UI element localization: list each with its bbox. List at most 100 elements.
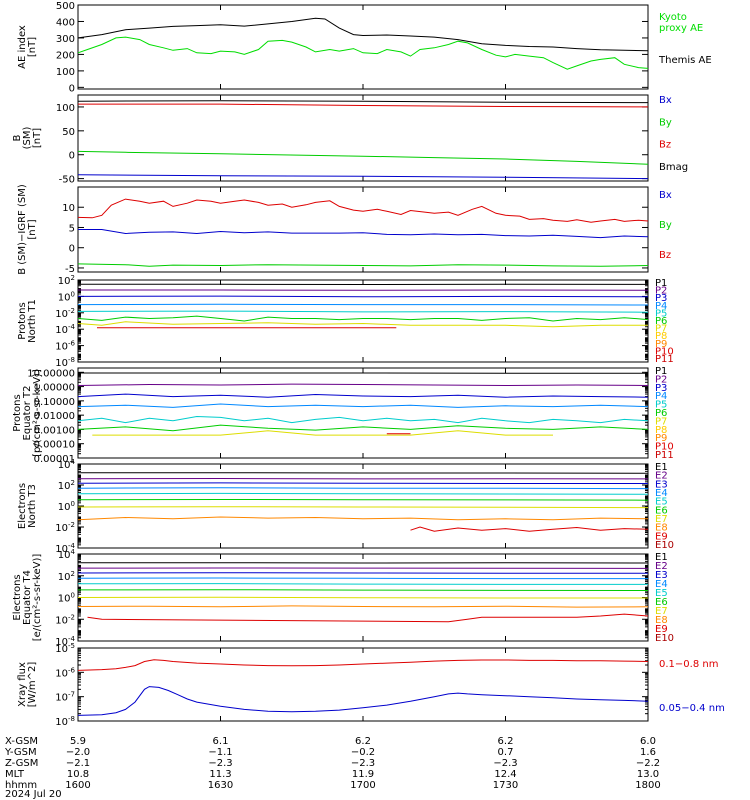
legend-entry: E3: [655, 570, 668, 581]
panel-frame: [77, 367, 649, 459]
ytick-label: 10-2: [55, 307, 75, 320]
y-axis-label: [W/m^2]: [27, 662, 38, 708]
ytick-label: 0.00001: [34, 454, 75, 465]
legend-entry: P2: [655, 374, 667, 385]
ytick-label: 10-6: [55, 340, 75, 353]
legend-entry: P10: [655, 346, 674, 357]
x-row-value: −2.1: [66, 758, 90, 769]
legend-entry: E5: [655, 588, 668, 599]
ytick-label: 100: [58, 290, 75, 303]
y-axis-label: [nT]: [32, 128, 43, 148]
legend-entry: E10: [655, 633, 674, 644]
y-axis-label: Equator T2: [22, 386, 33, 441]
series-line-e3: [77, 482, 648, 484]
ytick-label: 10-2: [55, 521, 75, 534]
ytick-label: 1.00000: [34, 383, 75, 394]
ytick-label: 10-8: [55, 356, 75, 369]
legend-entry: P9: [655, 433, 667, 444]
x-row-value: 1730: [493, 780, 518, 791]
legend-entry: E7: [655, 514, 668, 525]
legend-entry: P11: [655, 354, 674, 365]
legend-entry: P4: [655, 391, 667, 402]
series-line-e5: [77, 583, 648, 585]
series-line-p4: [77, 403, 649, 408]
legend-entry: P5: [655, 400, 667, 411]
x-row-value: 12.4: [494, 769, 516, 780]
y-axis-label: North T3: [27, 484, 38, 528]
legend-entry: E4: [655, 488, 668, 499]
legend-entry: Bz: [659, 250, 671, 261]
ytick-label: 0.01000: [34, 411, 75, 422]
legend-entry: Bx: [659, 95, 672, 106]
legend-entry: E7: [655, 606, 668, 617]
y-axis-label: Xray flux: [17, 662, 28, 707]
ytick-label: 100: [58, 500, 75, 513]
legend-entry: E6: [655, 505, 668, 516]
series-line-0-05-0-4-nm: [77, 686, 649, 716]
ytick-label: 0: [69, 151, 75, 162]
legend-entry: E5: [655, 497, 668, 508]
panel-frame: [77, 4, 649, 90]
y-axis-label: B (SM)−IGRF (SM): [17, 184, 28, 275]
x-row-value: −2.3: [208, 758, 232, 769]
series-line-p6: [77, 315, 649, 322]
series-line-p2: [77, 383, 649, 387]
ytick-label: 5: [69, 223, 75, 234]
panel-frame: [77, 463, 649, 549]
series-line-p5: [77, 310, 649, 313]
date-label: 2024 Jul 20: [5, 789, 62, 800]
legend-entry: P4: [655, 301, 667, 312]
series-line-e5: [77, 492, 649, 495]
legend-entry: Kyoto: [659, 12, 687, 23]
y-axis-label: Protons: [12, 394, 23, 431]
series-line-e4: [77, 487, 649, 490]
panel-frame: [77, 279, 649, 363]
ytick-label: 10-6: [55, 666, 75, 679]
y-axis-label: Electrons: [17, 483, 28, 529]
y-axis-label: B: [12, 134, 23, 141]
x-row-label: MLT: [5, 769, 25, 780]
x-row-value: −2.0: [66, 747, 90, 758]
x-row-value: 5.9: [70, 736, 86, 747]
series-line-e4: [77, 577, 648, 580]
panel-8: 10-8 10-7 10-6 10-5 Xray flux [W/m^2] 0.1−0.8 …: [17, 642, 725, 728]
legend-entry: P10: [655, 442, 674, 453]
legend-entry: Themis AE: [658, 55, 712, 66]
ytick-label: 500: [56, 1, 75, 12]
x-row-value: 6.0: [640, 736, 656, 747]
x-row-label: Y-GSM: [4, 747, 37, 758]
ytick-label: 102: [58, 479, 75, 492]
legend-entry: P7: [655, 324, 667, 335]
y-axis-label: North T1: [27, 299, 38, 343]
ytick-label: 10-5: [55, 642, 75, 655]
ytick-label: 100: [58, 592, 75, 605]
y-axis-label: Protons: [17, 302, 28, 339]
series-line-e7: [77, 596, 648, 599]
legend-entry: P6: [655, 408, 667, 419]
y-axis-label: [nT]: [27, 37, 38, 57]
legend-entry: By: [659, 220, 672, 231]
series-line-bz: [77, 198, 649, 223]
ytick-label: 200: [56, 50, 75, 61]
series-line-p4: [77, 303, 649, 306]
series-line-e9: [410, 526, 649, 532]
ytick-label: 50: [62, 127, 75, 138]
legend-entry: E3: [655, 479, 668, 490]
ytick-label: 0.10000: [34, 397, 75, 408]
legend-entry: P7: [655, 416, 667, 427]
ytick-label: 0: [69, 244, 75, 255]
ytick-label: 300: [56, 34, 75, 45]
ytick-label: 104: [58, 458, 76, 471]
series-line-e9: [87, 613, 649, 623]
ytick-label: 10-8: [55, 715, 75, 728]
ytick-label: 102: [58, 274, 75, 287]
legend-entry: Bz: [659, 140, 671, 151]
legend-entry: By: [659, 117, 672, 128]
x-row-value: −2.3: [351, 758, 375, 769]
ytick-label: 0.00100: [34, 425, 75, 436]
ytick-label: 100: [56, 67, 75, 78]
x-row-value: 11.9: [352, 769, 374, 780]
legend-entry: E6: [655, 597, 668, 608]
